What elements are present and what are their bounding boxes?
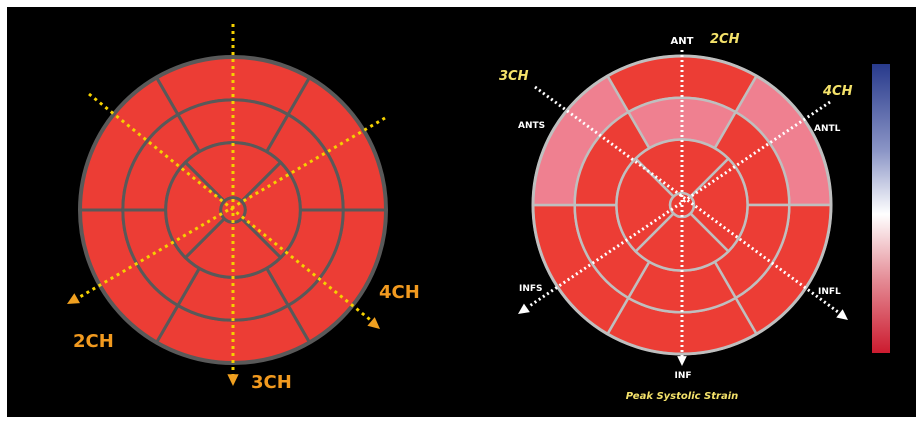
right-label-3ch: 3CH bbox=[499, 69, 529, 84]
arrowhead-infs bbox=[518, 303, 530, 314]
wall-label-ants: ANTS bbox=[518, 121, 545, 131]
arrowhead-4ch bbox=[367, 317, 380, 329]
wall-label-inf: INF bbox=[674, 371, 691, 381]
arrowhead-infl bbox=[836, 309, 848, 320]
guide-line-4ch-right bbox=[527, 100, 831, 309]
left-label-2ch: 2CH bbox=[73, 331, 114, 352]
right-label-2ch: 2CH bbox=[710, 32, 740, 47]
right-view-guides bbox=[518, 50, 848, 366]
strain-color-scale-bar bbox=[872, 64, 890, 353]
arrowhead-3ch bbox=[227, 374, 239, 386]
left-label-4ch: 4CH bbox=[379, 282, 420, 303]
caption-peak-systolic-strain: Peak Systolic Strain bbox=[626, 391, 739, 402]
wall-label-infl: INFL bbox=[818, 287, 841, 297]
wall-label-ant: ANT bbox=[671, 36, 694, 47]
right-label-4ch: 4CH bbox=[822, 84, 853, 99]
arrowhead-inf bbox=[677, 356, 687, 366]
wall-label-infs: INFS bbox=[519, 284, 543, 294]
left-bullseye-plot bbox=[78, 55, 388, 365]
left-label-3ch: 3CH bbox=[251, 372, 292, 393]
wall-label-antl: ANTL bbox=[814, 124, 841, 134]
right-bullseye-plot bbox=[531, 54, 833, 356]
guide-line-4ch bbox=[88, 92, 374, 324]
arrowhead-2ch bbox=[67, 293, 80, 304]
left-view-guides bbox=[67, 24, 386, 386]
